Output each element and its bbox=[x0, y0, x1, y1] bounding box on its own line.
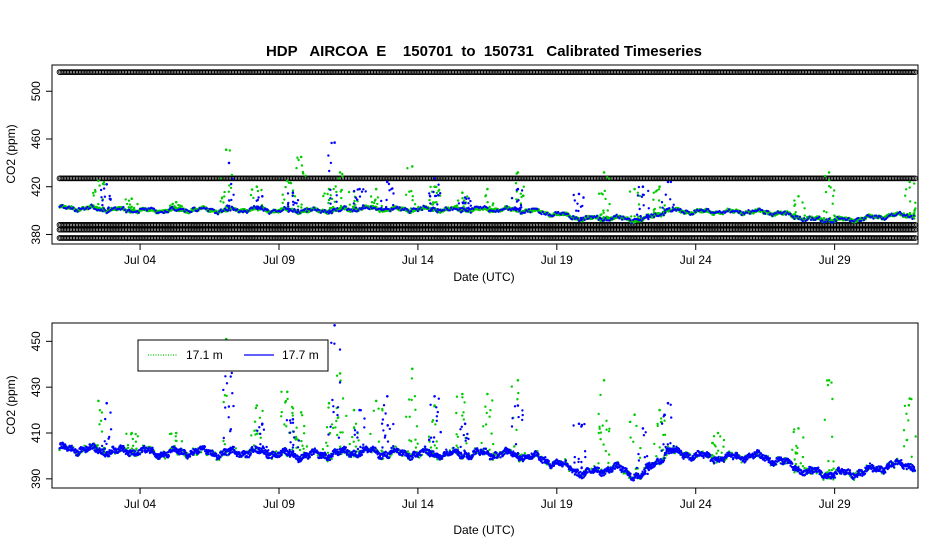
top-series-flag-reference-marker-rows-open-circles- bbox=[56, 69, 919, 241]
top-panel: Jul 04 Jul 09 Jul 14 Jul 19 Jul 24 Jul 293804… bbox=[4, 64, 919, 284]
chart-title: HDP AIRCOA E 150701 to 150731 Calibrated… bbox=[266, 43, 702, 60]
